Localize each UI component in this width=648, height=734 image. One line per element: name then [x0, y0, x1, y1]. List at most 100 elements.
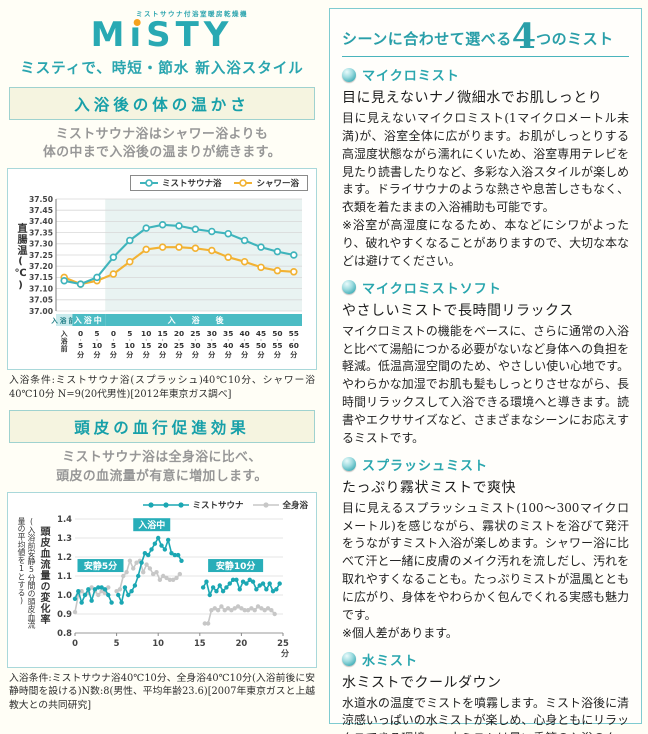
svg-text:分: 分	[126, 350, 133, 359]
svg-text:10: 10	[92, 341, 102, 350]
chart2-body: (入浴前安静5分間の頭皮血流量の平均値を1とする) 頭皮血流量の変化率 0.8 0…	[14, 511, 308, 663]
svg-text:20: 20	[236, 638, 248, 648]
svg-text:37.00: 37.00	[29, 307, 53, 316]
svg-text:40: 40	[223, 341, 233, 350]
mist-item-body: 目に見えるスプラッシュミスト(100〜300マイクロメートル)を感じながら、霧状…	[342, 500, 629, 640]
legend-entry: 全身浴	[253, 499, 308, 511]
svg-text:1.2: 1.2	[57, 552, 72, 562]
chart1-box: ミストサウナ浴 シャワー浴 直腸温(℃) 37.00 37.05 37.10 37.15…	[7, 168, 317, 370]
svg-text:10: 10	[152, 638, 164, 648]
svg-text:分: 分	[143, 350, 150, 359]
svg-text:前: 前	[61, 344, 68, 353]
svg-text:分: 分	[94, 350, 101, 359]
section1-desc: ミストサウナ浴はシャワー浴よりも 体の中まで入浴後の温まりが続きます。	[42, 126, 282, 160]
section2-desc: ミストサウナ浴は全身浴に比べ、 頭皮の血流量が有意に増加します。	[56, 450, 268, 484]
mist-item-water: 水ミスト 水ミストでクールダウン 水道水の温度でミストを噴霧します。ミスト浴後に…	[342, 650, 629, 734]
svg-text:45: 45	[256, 329, 266, 338]
svg-text:10: 10	[141, 329, 151, 338]
svg-text:入浴中: 入浴中	[137, 519, 165, 531]
mist-drop-icon	[342, 652, 356, 667]
mist-item-micro: マイクロミスト 目に見えないナノ微細水でお肌しっとり 目に見えないマイクロミスト…	[342, 65, 629, 271]
panel-heading: シーンに合わせて選べる4つのミスト	[342, 16, 614, 57]
mist-drop-icon	[342, 67, 356, 82]
svg-text:20: 20	[157, 341, 167, 350]
svg-text:30: 30	[207, 329, 217, 338]
svg-text:25: 25	[174, 341, 184, 350]
logo-i-dot	[133, 19, 141, 26]
section1-footnote: 入浴条件:ミストサウナ浴(スプラッシュ)40℃10分、シャワー浴40℃10分 N…	[9, 375, 315, 400]
svg-text:40: 40	[239, 329, 249, 338]
mist-item-subtitle: やさしいミストで長時間リラックス	[342, 302, 574, 319]
svg-text:55: 55	[272, 341, 282, 350]
section1-title: 入浴後の体の温かさ	[74, 95, 250, 114]
svg-text:分: 分	[225, 350, 232, 359]
chart1-body: 直腸温(℃) 37.00 37.05 37.10 37.15 37.20 37.25 37.…	[14, 193, 308, 365]
tagline: ミスティで、時短・節水 新入浴スタイル	[20, 60, 304, 77]
chart2-canvas: 0.8 0.9 1.0 1.1 1.2 1.3 1.4 0 5 10 15 20 25 分 安静5分 入浴中安…	[51, 511, 289, 663]
mist-drop-icon	[342, 280, 356, 295]
svg-text:37.45: 37.45	[29, 206, 53, 215]
svg-text:・: ・	[78, 339, 83, 344]
mist-item-title: スプラッシュミスト	[362, 458, 489, 474]
svg-text:5: 5	[111, 341, 116, 350]
svg-text:安静10分: 安静10分	[216, 560, 256, 572]
logo-small-text: ミストサウナ付浴室暖房乾燥機	[136, 10, 248, 18]
svg-text:5: 5	[127, 329, 132, 338]
mist-item-subtitle: 目に見えないナノ微細水でお肌しっとり	[342, 90, 603, 106]
svg-text:・: ・	[292, 339, 297, 344]
legend-entry: ミストサウナ	[143, 499, 243, 511]
svg-text:・: ・	[128, 339, 133, 344]
svg-text:60: 60	[289, 341, 299, 350]
left-column: ミストサウナ付浴室暖房乾燥機 Mı STY ミスティで、時短・節水 新入浴スタイル…	[7, 10, 317, 711]
svg-text:15: 15	[141, 341, 151, 350]
svg-text:45: 45	[239, 341, 249, 350]
svg-text:37.25: 37.25	[29, 251, 53, 260]
chart1-canvas: 37.00 37.05 37.10 37.15 37.20 37.25 37.30 37.35…	[28, 193, 306, 365]
right-column: シーンに合わせて選べる4つのミスト マイクロミスト 目に見えないナノ微細水でお肌…	[324, 0, 648, 734]
svg-text:安静5分: 安静5分	[84, 560, 117, 572]
svg-text:37.30: 37.30	[29, 240, 53, 249]
chart2-legend: ミストサウナ 全身浴	[14, 499, 308, 511]
svg-text:入浴中: 入浴中	[73, 315, 104, 325]
svg-text:分: 分	[281, 648, 289, 658]
svg-text:37.40: 37.40	[29, 217, 53, 226]
svg-text:37.35: 37.35	[29, 228, 53, 237]
svg-text:37.20: 37.20	[29, 262, 53, 271]
svg-text:0: 0	[111, 329, 116, 338]
svg-text:0.8: 0.8	[57, 628, 72, 638]
chart1-ylabel: 直腸温(℃)	[15, 222, 26, 292]
panel-rule	[342, 56, 629, 57]
mist-item-subtitle: たっぷり霧状ミストで爽快	[342, 479, 516, 496]
mist-item-title: 水ミスト	[362, 653, 419, 669]
chart2-box: ミストサウナ 全身浴 (入浴前安静5分間の頭皮血流量の平均値を1とする) 頭皮血流…	[7, 491, 317, 668]
section2-title: 頭皮の血行促進効果	[74, 419, 250, 438]
svg-text:37.15: 37.15	[29, 273, 53, 282]
legend-entry: シャワー浴	[233, 177, 299, 189]
svg-text:分: 分	[258, 350, 265, 359]
legend-entry: ミストサウナ浴	[139, 177, 221, 189]
svg-text:37.05: 37.05	[29, 296, 53, 305]
svg-text:・: ・	[226, 339, 231, 344]
svg-text:37.50: 37.50	[29, 195, 53, 204]
svg-text:0.9: 0.9	[57, 609, 72, 619]
section2-title-box: 頭皮の血行促進効果	[9, 410, 315, 444]
svg-text:分: 分	[274, 350, 281, 359]
svg-text:分: 分	[77, 350, 84, 359]
svg-text:・: ・	[242, 339, 247, 344]
svg-text:50: 50	[272, 329, 282, 338]
svg-text:35: 35	[223, 329, 233, 338]
svg-text:入浴後: 入浴後	[167, 315, 240, 325]
mist-item-body: 目に見えないマイクロミスト(1マイクロメートル未満)が、浴室全体に広がります。お…	[342, 111, 629, 268]
heading-number: 4	[511, 16, 537, 57]
svg-text:・: ・	[193, 339, 198, 344]
mist-item-micro-soft: マイクロミストソフト やさしいミストで長時間リラックス マイクロミストの機能をベ…	[342, 278, 629, 448]
svg-text:1.1: 1.1	[57, 571, 72, 581]
svg-text:入: 入	[61, 330, 68, 338]
svg-text:5: 5	[94, 329, 99, 338]
svg-text:20: 20	[174, 329, 184, 338]
svg-text:25: 25	[190, 329, 200, 338]
svg-text:入浴前: 入浴前	[51, 316, 77, 325]
svg-text:1.3: 1.3	[57, 533, 72, 543]
svg-text:・: ・	[95, 339, 100, 344]
mist-item-splash: スプラッシュミスト たっぷり霧状ミストで爽快 目に見えるスプラッシュミスト(10…	[342, 455, 629, 643]
